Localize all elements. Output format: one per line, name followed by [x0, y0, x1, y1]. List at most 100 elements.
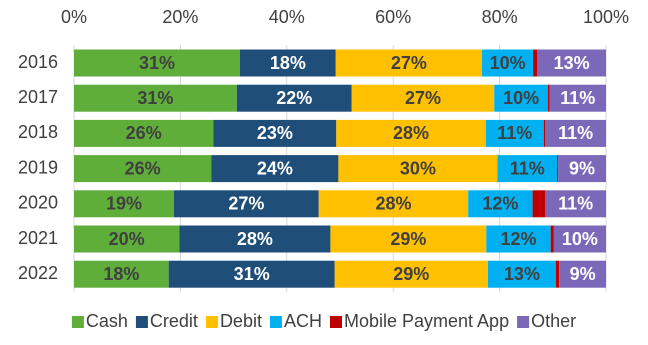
y-tick-label: 2016: [18, 52, 58, 72]
value-label: 18%: [103, 264, 139, 284]
value-label: 13%: [504, 264, 540, 284]
bar-segment: [74, 155, 212, 183]
legend-label: Credit: [150, 311, 198, 331]
value-label: 27%: [391, 53, 427, 73]
value-label: 27%: [228, 194, 264, 214]
x-tick-label: 100%: [583, 7, 629, 27]
bar-segment: [482, 49, 534, 77]
value-label: 23%: [257, 123, 293, 143]
bar-segment: [533, 49, 538, 77]
bar-segment: [213, 119, 337, 147]
value-label: 11%: [497, 123, 532, 143]
bar-segment: [168, 260, 335, 288]
legend-swatch: [205, 316, 218, 328]
legend-label: Cash: [86, 311, 128, 331]
value-label: 28%: [237, 229, 273, 249]
bar-segment: [548, 84, 550, 112]
value-label: 9%: [569, 158, 595, 178]
bar-segment: [330, 225, 487, 253]
bar-segment: [555, 260, 560, 288]
bar-segment: [468, 190, 533, 218]
value-label: 12%: [482, 194, 518, 214]
legend-swatch: [135, 316, 148, 328]
legend-swatch: [329, 316, 342, 328]
bar-segment: [318, 190, 469, 218]
value-label: 10%: [503, 88, 539, 108]
value-label: 31%: [234, 264, 270, 284]
legend-swatch: [71, 316, 84, 328]
bar-segment: [74, 260, 169, 288]
x-tick-label: 20%: [162, 7, 198, 27]
bar-segment: [338, 155, 498, 183]
legend-label: Debit: [220, 311, 262, 331]
value-label: 11%: [558, 194, 593, 214]
value-label: 18%: [270, 53, 306, 73]
y-tick-label: 2020: [18, 193, 58, 213]
value-label: 31%: [137, 88, 173, 108]
bar-segment: [537, 49, 606, 77]
bar-segment: [336, 119, 486, 147]
value-label: 26%: [125, 158, 161, 178]
bar-segment: [545, 190, 606, 218]
value-label: 28%: [393, 123, 429, 143]
y-tick-label: 2018: [18, 122, 58, 142]
bar-segment: [549, 84, 606, 112]
bar-segment: [497, 155, 558, 183]
bar-segment: [485, 119, 544, 147]
x-tick-label: 60%: [375, 7, 411, 27]
x-tick-label: 0%: [61, 7, 87, 27]
value-label: 30%: [400, 158, 436, 178]
value-label: 31%: [139, 53, 175, 73]
value-label: 24%: [257, 158, 293, 178]
value-label: 10%: [490, 53, 526, 73]
value-label: 11%: [510, 158, 545, 178]
bar-segment: [174, 190, 319, 218]
bar-segment: [559, 260, 606, 288]
bar-segment: [543, 119, 546, 147]
value-label: 13%: [554, 53, 590, 73]
value-label: 29%: [393, 264, 429, 284]
value-label: 10%: [562, 229, 598, 249]
legend-swatch: [517, 316, 530, 328]
value-label: 9%: [570, 264, 596, 284]
bar-segment: [532, 190, 546, 218]
value-label: 22%: [276, 88, 312, 108]
bar-segment: [74, 49, 240, 77]
value-label: 12%: [500, 229, 536, 249]
value-label: 29%: [390, 229, 426, 249]
bar-segment: [557, 155, 559, 183]
bar-segment: [553, 225, 606, 253]
value-label: 11%: [560, 88, 595, 108]
value-label: 28%: [375, 194, 411, 214]
legend-swatch: [269, 316, 282, 328]
value-label: 19%: [106, 194, 142, 214]
bar-segment: [334, 260, 488, 288]
bar-segment: [236, 84, 352, 112]
y-tick-label: 2017: [18, 87, 58, 107]
bar-segment: [179, 225, 331, 253]
x-tick-label: 40%: [269, 7, 305, 27]
bar-segment: [74, 225, 180, 253]
bar-segment: [487, 260, 556, 288]
value-label: 26%: [126, 123, 162, 143]
bar-segment: [550, 225, 554, 253]
y-tick-label: 2022: [18, 263, 58, 283]
bar-segment: [74, 190, 175, 218]
y-tick-label: 2019: [18, 157, 58, 177]
bar-segment: [558, 155, 606, 183]
bar-segment: [239, 49, 336, 77]
bar-segment: [211, 155, 339, 183]
bar-segment: [494, 84, 549, 112]
bar-segment: [486, 225, 551, 253]
bar-segment: [335, 49, 483, 77]
value-label: 27%: [405, 88, 441, 108]
value-label: 11%: [558, 123, 593, 143]
bar-segment: [74, 119, 214, 147]
bar-segment: [74, 84, 237, 112]
legend-label: Mobile Payment App: [344, 311, 509, 331]
bar-segment: [351, 84, 495, 112]
bar-segment: [545, 119, 606, 147]
legend-label: Other: [531, 311, 576, 331]
x-tick-label: 80%: [482, 7, 518, 27]
